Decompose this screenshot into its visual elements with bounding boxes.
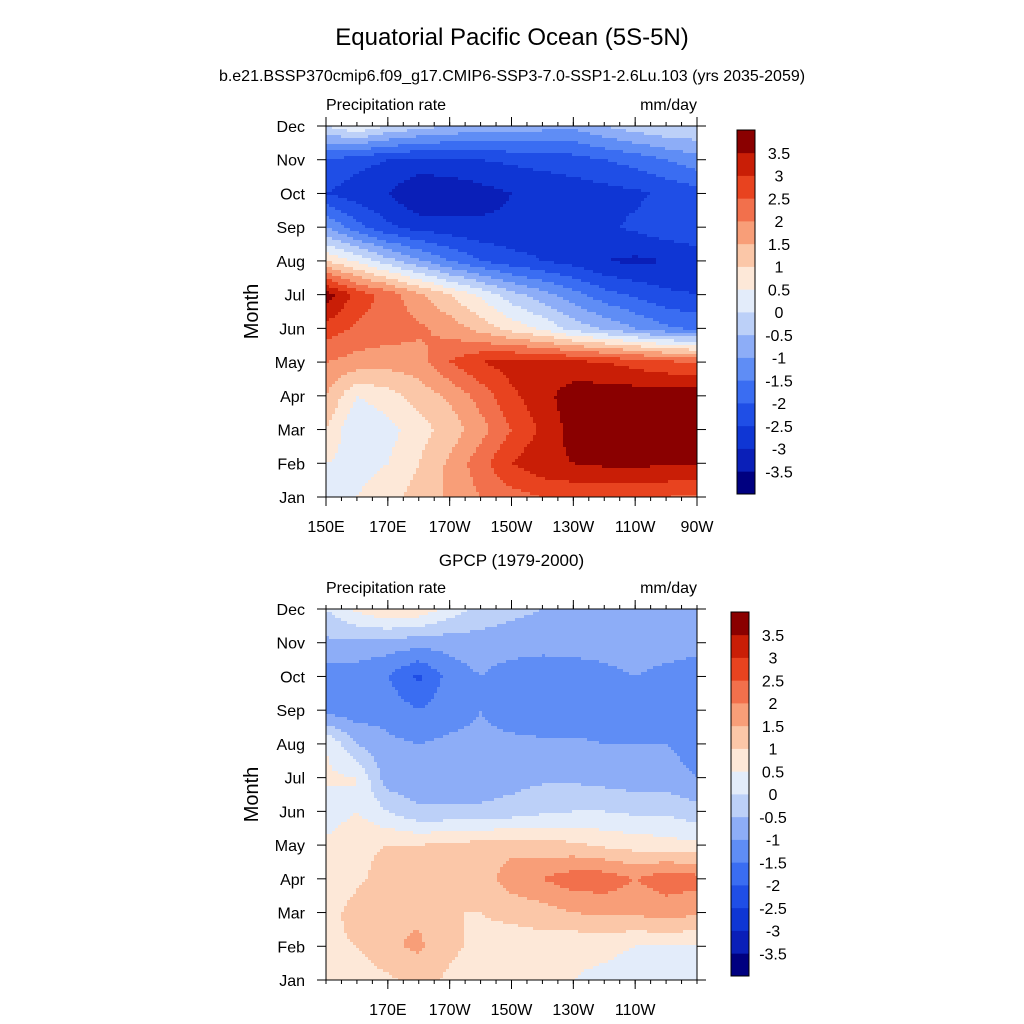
figure-title: Equatorial Pacific Ocean (5S-5N) [335,24,688,51]
panels-group: Precipitation rate mm/dayJanFebMarAprMayJ… [241,97,793,1019]
figure-subtitle: b.e21.BSSP370cmip6.f09_g17.CMIP6-SSP3-7.… [219,68,805,85]
panel-model: Precipitation rate mm/dayJanFebMarAprMayJ… [241,97,793,536]
contour-field [326,126,699,499]
